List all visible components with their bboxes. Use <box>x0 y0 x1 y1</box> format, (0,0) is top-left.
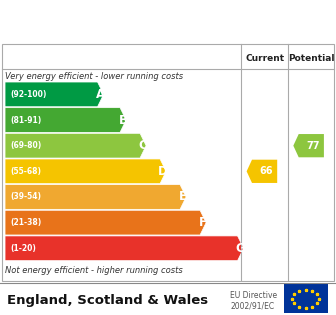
Polygon shape <box>5 185 186 209</box>
Polygon shape <box>5 210 206 235</box>
Polygon shape <box>247 160 277 183</box>
Text: G: G <box>236 242 246 255</box>
Text: 77: 77 <box>306 141 320 151</box>
Text: (1-20): (1-20) <box>10 244 36 253</box>
Text: Energy Efficiency Rating: Energy Efficiency Rating <box>10 14 232 29</box>
Text: (69-80): (69-80) <box>10 141 41 150</box>
Polygon shape <box>5 236 244 261</box>
Text: (81-91): (81-91) <box>10 116 41 124</box>
Text: EU Directive
2002/91/EC: EU Directive 2002/91/EC <box>230 291 277 310</box>
Text: Very energy efficient - lower running costs: Very energy efficient - lower running co… <box>5 72 183 81</box>
Text: C: C <box>139 139 148 152</box>
Bar <box>284 284 328 313</box>
Text: England, Scotland & Wales: England, Scotland & Wales <box>7 294 208 307</box>
Polygon shape <box>5 82 103 107</box>
Text: Not energy efficient - higher running costs: Not energy efficient - higher running co… <box>5 266 183 275</box>
Text: E: E <box>179 191 187 203</box>
Text: F: F <box>199 216 207 229</box>
Text: Current: Current <box>245 54 284 63</box>
Text: (55-68): (55-68) <box>10 167 41 176</box>
Polygon shape <box>293 134 324 157</box>
Text: 66: 66 <box>259 166 273 176</box>
Text: B: B <box>119 113 128 127</box>
Text: A: A <box>96 88 105 101</box>
Polygon shape <box>5 133 146 158</box>
Polygon shape <box>5 159 166 184</box>
Text: D: D <box>158 165 168 178</box>
Text: (21-38): (21-38) <box>10 218 41 227</box>
Polygon shape <box>5 108 126 132</box>
Text: (39-54): (39-54) <box>10 192 41 202</box>
Text: (92-100): (92-100) <box>10 90 46 99</box>
Text: Potential: Potential <box>288 54 335 63</box>
